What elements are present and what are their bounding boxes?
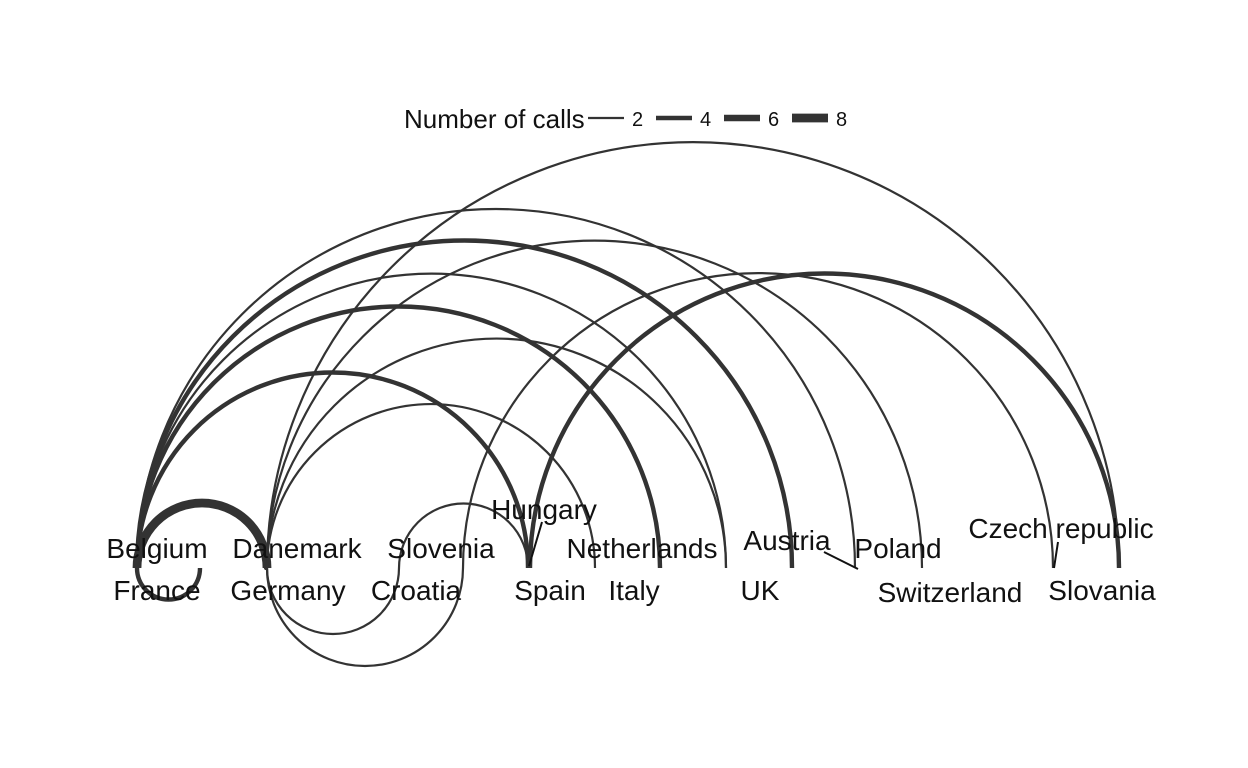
legend: Number of calls 2 4 6 8 (404, 104, 847, 134)
legend-label-8: 8 (836, 109, 847, 131)
node-label-belgium: Belgium (106, 533, 207, 564)
node-label-czech: Czech republic (968, 513, 1153, 544)
node-label-uk: UK (741, 575, 780, 606)
node-label-spain: Spain (514, 575, 586, 606)
node-label-italy: Italy (608, 575, 659, 606)
arc-germany-uk (265, 337, 728, 569)
arc-belgium-austria (134, 238, 795, 569)
legend-entries: 2 4 6 8 (588, 109, 847, 131)
leader-line-hungary (528, 521, 543, 567)
arc-slovenia-spain (397, 502, 530, 569)
node-label-austria: Austria (743, 525, 831, 556)
legend-label-4: 4 (700, 109, 711, 131)
legend-title: Number of calls (404, 104, 585, 134)
node-label-croatia: Croatia (371, 575, 462, 606)
arc-belgium-uk (135, 272, 728, 569)
arc-belgium-poland (135, 207, 857, 569)
arc-belgium-germany (132, 498, 272, 569)
node-label-france: France (113, 575, 200, 606)
arc-belgium-netherlands (134, 304, 663, 569)
arc-germany-switzerland (265, 239, 924, 569)
arc-germany-italy (265, 402, 597, 569)
leader-line-austria (823, 551, 859, 570)
arc-belgium-france (134, 567, 203, 602)
arc-hungary-slovania (527, 271, 1122, 569)
node-label-switzerland: Switzerland (878, 577, 1023, 608)
arc-croatia-czech (461, 271, 1055, 569)
legend-label-6: 6 (768, 109, 779, 131)
node-label-hungary: Hungary (491, 494, 597, 525)
arcs (132, 140, 1122, 668)
leader-line-czech (1053, 541, 1059, 569)
arc-germany-slovenia (265, 567, 401, 636)
arc-germany-slovania (265, 140, 1121, 569)
node-label-netherlands: Netherlands (567, 533, 718, 564)
node-label-danemark: Danemark (232, 533, 362, 564)
legend-label-2: 2 (632, 109, 643, 131)
arc-germany-croatia (265, 567, 465, 668)
node-label-poland: Poland (854, 533, 941, 564)
node-label-slovania: Slovania (1048, 575, 1156, 606)
node-label-slovenia: Slovenia (387, 533, 495, 564)
label-leaders (528, 521, 1059, 570)
node-label-germany: Germany (230, 575, 345, 606)
node-labels: Belgium France Danemark Germany Slovenia… (106, 494, 1156, 608)
